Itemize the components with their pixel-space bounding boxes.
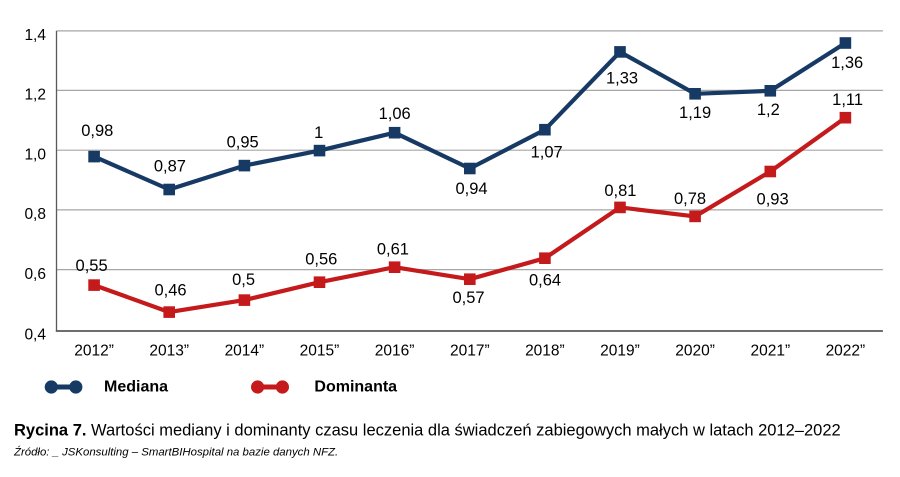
svg-text:2012”: 2012” (74, 342, 114, 359)
svg-text:1,06: 1,06 (379, 105, 411, 123)
svg-text:1: 1 (314, 124, 323, 142)
svg-text:2015”: 2015” (300, 342, 340, 359)
svg-text:0,5: 0,5 (232, 271, 255, 289)
svg-text:0,46: 0,46 (154, 281, 186, 299)
svg-text:2018”: 2018” (525, 342, 565, 359)
svg-text:Dominanta: Dominanta (314, 379, 397, 396)
svg-text:0,98: 0,98 (81, 122, 113, 140)
svg-text:2016”: 2016” (375, 342, 415, 359)
svg-text:1,0: 1,0 (24, 147, 46, 164)
svg-text:0,64: 0,64 (529, 271, 561, 289)
svg-text:0,94: 0,94 (455, 180, 487, 198)
svg-text:Źródło: _ JSKonsulting – Smart: Źródło: _ JSKonsulting – SmartBIHospital… (13, 446, 338, 459)
svg-text:1,4: 1,4 (24, 27, 46, 44)
svg-text:0,6: 0,6 (24, 266, 46, 283)
svg-text:0,8: 0,8 (24, 206, 46, 223)
svg-text:2017”: 2017” (450, 342, 490, 359)
svg-text:0,57: 0,57 (452, 289, 484, 307)
svg-text:2019”: 2019” (600, 342, 640, 359)
svg-text:0,55: 0,55 (76, 257, 108, 275)
svg-text:2013”: 2013” (149, 342, 189, 359)
svg-text:1,36: 1,36 (831, 54, 863, 72)
svg-text:0,93: 0,93 (757, 190, 789, 208)
svg-text:0,61: 0,61 (377, 240, 409, 258)
svg-text:1,11: 1,11 (832, 91, 863, 109)
svg-text:1,07: 1,07 (531, 143, 563, 161)
svg-text:0,4: 0,4 (24, 326, 46, 343)
svg-text:1,19: 1,19 (679, 104, 711, 122)
svg-text:2014”: 2014” (225, 342, 265, 359)
svg-text:0,87: 0,87 (154, 158, 186, 176)
svg-text:2020”: 2020” (675, 342, 715, 359)
svg-text:Rycina 7. Wartości mediany i d: Rycina 7. Wartości mediany i dominanty c… (14, 422, 841, 440)
svg-text:1,33: 1,33 (606, 70, 638, 88)
svg-text:0,81: 0,81 (604, 182, 636, 200)
svg-text:0,78: 0,78 (674, 190, 706, 208)
svg-text:0,95: 0,95 (227, 134, 259, 152)
svg-text:1,2: 1,2 (24, 87, 46, 104)
svg-text:2022”: 2022” (826, 342, 866, 359)
svg-text:1,2: 1,2 (757, 101, 780, 119)
svg-text:Mediana: Mediana (104, 379, 168, 396)
svg-text:2021”: 2021” (750, 342, 790, 359)
svg-text:0,56: 0,56 (305, 250, 337, 268)
